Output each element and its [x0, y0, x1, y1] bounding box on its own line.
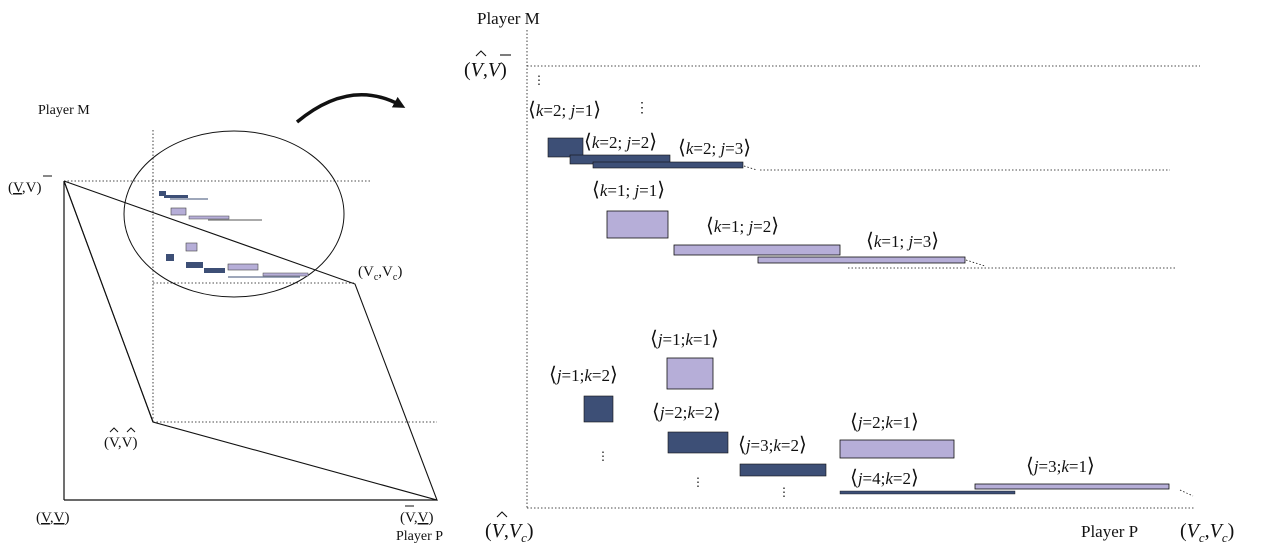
vertical-ellipsis: ⋮: [533, 73, 545, 87]
block-j3-k1: [974, 483, 1170, 490]
guide-tail: [965, 259, 986, 267]
block-k1-j3: [757, 256, 966, 264]
mini-block: [186, 262, 203, 268]
left-y-axis-label: Player M: [38, 103, 90, 118]
vertical-ellipsis: ⋮: [692, 475, 704, 489]
point-label-origin: (V,V): [36, 510, 70, 526]
left-panel: Player M (V,V): [8, 103, 443, 544]
vertical-ellipsis: ⋮: [778, 485, 790, 499]
mini-block: [166, 254, 174, 261]
zoom-ellipse: [123, 130, 345, 298]
block-j2-k1: [839, 439, 955, 459]
mini-block: [164, 195, 188, 198]
guide-tail: [743, 165, 758, 171]
label-j4-k2: ⟨j=4;k=2⟩: [850, 465, 919, 489]
block-k2-j3: [592, 161, 744, 169]
hat-mark: [109, 427, 119, 433]
label-k2-j2: ⟨k=2; j=2⟩: [584, 129, 657, 153]
label-j2-k1: ⟨j=2;k=1⟩: [850, 409, 919, 433]
right-panel: Player M (V,V) (V,Vc) Player P (Vc,Vc): [464, 9, 1234, 545]
block-k2-j1: [547, 137, 584, 158]
hat-mark: [496, 511, 508, 518]
point-label-top: (V,V): [8, 180, 42, 196]
guide-tail: [1179, 489, 1194, 497]
ellipses: ⋮ ⋮ ⋮ ⋮ ⋮: [533, 73, 790, 499]
label-k1-j3: ⟨k=1; j=3⟩: [866, 228, 939, 252]
mini-block: [204, 268, 225, 273]
point-label-right-vc: (Vc,Vc): [1180, 520, 1234, 545]
point-label-vc: (Vc,Vc): [358, 264, 402, 283]
hat-mark: [126, 427, 136, 433]
mini-block: [227, 263, 259, 271]
label-k2-j1: ⟨k=2; j=1⟩: [528, 97, 601, 121]
upper-labels: ⟨k=2; j=1⟩ ⟨k=2; j=2⟩ ⟨k=2; j=3⟩ ⟨k=1; j…: [528, 97, 939, 252]
mini-block: [185, 242, 198, 252]
point-label-hat: (V,V): [104, 435, 138, 451]
right-y-axis-label: Player M: [477, 9, 540, 28]
mini-block: [170, 207, 187, 216]
lower-blocks: [583, 357, 1170, 495]
vertical-ellipsis: ⋮: [635, 100, 649, 116]
vertical-ellipsis: ⋮: [597, 449, 609, 463]
point-label-bottom-right: (V,V): [400, 510, 434, 526]
block-j3-k2: [739, 463, 827, 477]
point-label-right-origin: (V,Vc): [485, 520, 534, 545]
hat-mark: [475, 50, 487, 57]
upper-blocks: [547, 137, 966, 264]
polygon-inner-edge: [63, 180, 154, 423]
block-j4-k2: [839, 490, 1016, 495]
mini-block: [188, 215, 230, 220]
label-k1-j2: ⟨k=1; j=2⟩: [706, 213, 779, 237]
label-j1-k1: ⟨j=1;k=1⟩: [650, 326, 719, 350]
label-j3-k1: ⟨j=3;k=1⟩: [1026, 453, 1095, 477]
zoom-arrow: [295, 93, 406, 124]
block-j1-k2: [583, 395, 614, 423]
block-k1-j1: [606, 210, 669, 239]
point-label-right-top: (V,V): [464, 59, 507, 81]
right-x-axis-label: Player P: [1081, 522, 1138, 541]
block-k1-j2: [673, 244, 841, 256]
block-j2-k2: [667, 431, 729, 454]
label-j3-k2: ⟨j=3;k=2⟩: [738, 432, 807, 456]
label-j1-k2: ⟨j=1;k=2⟩: [549, 362, 618, 386]
left-x-axis-label: Player P: [396, 529, 443, 544]
label-k2-j3: ⟨k=2; j=3⟩: [678, 135, 751, 159]
label-j2-k2: ⟨j=2;k=2⟩: [652, 399, 721, 423]
block-j1-k1: [666, 357, 714, 390]
mini-block: [159, 191, 166, 196]
label-k1-j1: ⟨k=1; j=1⟩: [592, 177, 665, 201]
mini-blocks: [159, 191, 309, 278]
lower-labels: ⟨j=1;k=1⟩ ⟨j=1;k=2⟩ ⟨j=2;k=2⟩ ⟨j=2;k=1⟩ …: [549, 326, 1095, 489]
mini-block: [262, 272, 309, 277]
payoff-polygon: [63, 180, 438, 501]
